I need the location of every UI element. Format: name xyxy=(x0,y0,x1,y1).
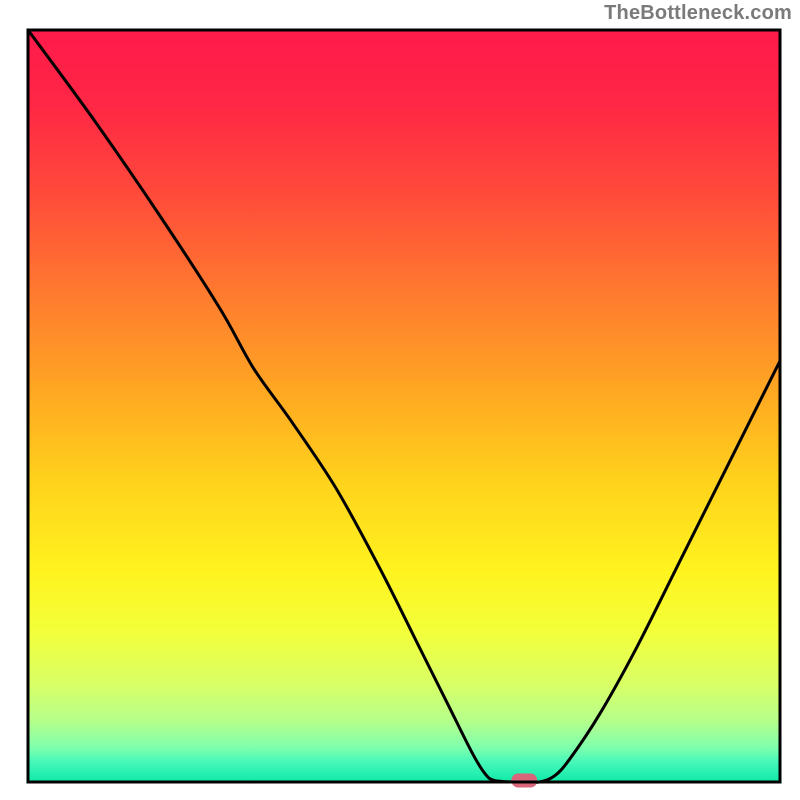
stage: TheBottleneck.com xyxy=(0,0,800,800)
chart-svg xyxy=(0,0,800,800)
plot-background xyxy=(28,30,780,782)
watermark-text: TheBottleneck.com xyxy=(604,2,792,25)
